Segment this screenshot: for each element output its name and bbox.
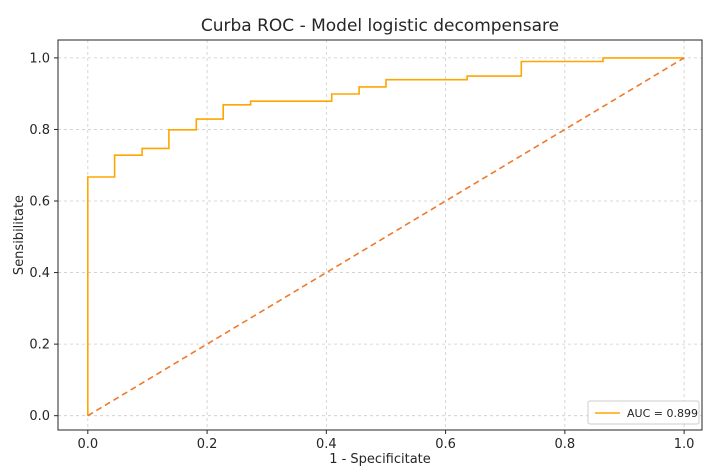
x-tick-label: 0.8 bbox=[555, 437, 576, 452]
y-tick-label: 0.4 bbox=[29, 266, 50, 281]
y-tick-label: 0.2 bbox=[29, 338, 50, 353]
x-tick-label: 0.2 bbox=[197, 437, 218, 452]
x-tick-label: 0.4 bbox=[316, 437, 337, 452]
series bbox=[87, 57, 685, 417]
plot-frame bbox=[57, 39, 703, 431]
y-tick-label: 0.8 bbox=[29, 123, 50, 138]
diagonal-reference-line bbox=[87, 57, 685, 417]
x-axis-label: 1 - Specificitate bbox=[329, 452, 431, 466]
roc-curve bbox=[87, 57, 685, 416]
legend: AUC = 0.899 bbox=[587, 400, 700, 425]
legend-box bbox=[587, 400, 700, 425]
grid bbox=[58, 40, 702, 430]
legend-label: AUC = 0.899 bbox=[627, 407, 698, 420]
y-tick-label: 0.6 bbox=[29, 195, 50, 210]
x-tick-label: 0.6 bbox=[435, 437, 456, 452]
axis-ticks: 0.0 0.2 0.4 0.6 0.8 1.0 0.0 0.2 0.4 0.6 0.8 1.0 bbox=[29, 51, 694, 452]
y-tick-label: 0.0 bbox=[29, 409, 50, 424]
x-tick-label: 0.0 bbox=[77, 437, 98, 452]
chart-title: Curba ROC - Model logistic decompensare bbox=[201, 16, 559, 36]
y-tick-label: 1.0 bbox=[29, 51, 50, 66]
y-axis-label: Sensibilitate bbox=[12, 195, 27, 275]
x-tick-label: 1.0 bbox=[674, 437, 695, 452]
